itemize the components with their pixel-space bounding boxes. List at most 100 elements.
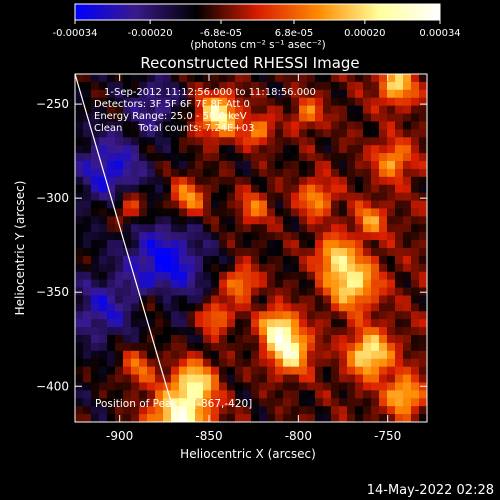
heatmap-pixel [123,224,132,233]
heatmap-pixel [91,168,100,178]
heatmap-pixel [123,145,132,154]
heatmap-pixel [139,192,148,201]
heatmap-pixel [75,232,84,241]
heatmap-pixel [259,137,268,146]
heatmap-pixel [315,303,324,312]
heatmap-pixel [323,192,332,201]
heatmap-pixel [99,113,108,122]
heatmap-pixel [99,153,108,162]
heatmap-pixel [315,248,324,257]
heatmap-pixel [355,232,364,241]
y-axis-label: Heliocentric Y (arcsec) [13,181,27,316]
heatmap-pixel [235,168,244,178]
x-tick-label: -900 [106,429,133,443]
heatmap-pixel [331,358,340,368]
heatmap-pixel [251,406,260,415]
heatmap-pixel [83,327,92,336]
heatmap-pixel [411,129,420,138]
heatmap-pixel [203,145,212,154]
heatmap-pixel [355,137,364,146]
heatmap-pixel [243,319,252,328]
heatmap-pixel [315,406,324,415]
heatmap-pixel [83,74,92,83]
heatmap-pixel [259,350,268,360]
heatmap-pixel [275,271,284,281]
heatmap-pixel [235,295,244,304]
heatmap-pixel [419,255,427,265]
heatmap-pixel [419,295,427,304]
heatmap-pixel [275,311,284,320]
heatmap-pixel [283,168,292,178]
heatmap-pixel [115,287,124,296]
heatmap-pixel [283,105,292,114]
heatmap-pixel [203,327,212,336]
heatmap-pixel [403,168,412,178]
heatmap-pixel [163,105,172,114]
heatmap-pixel [259,129,268,138]
heatmap-pixel [235,327,244,336]
heatmap-pixel [387,105,396,114]
heatmap-pixel [331,168,340,178]
heatmap-pixel [107,105,116,114]
heatmap-pixel [163,216,172,225]
heatmap-pixel [307,335,316,344]
heatmap-pixel [403,105,412,114]
heatmap-pixel [147,232,156,241]
heatmap-pixel [235,200,244,209]
heatmap-pixel [315,153,324,162]
heatmap-pixel [211,350,220,360]
heatmap-pixel [83,184,92,194]
heatmap-pixel [339,335,348,344]
heatmap-pixel [211,382,220,391]
heatmap-pixel [171,248,180,257]
heatmap-pixel [315,366,324,375]
heatmap-pixel [419,137,427,146]
heatmap-pixel [171,255,180,265]
heatmap-pixel [307,89,316,99]
heatmap-pixel [227,184,236,194]
heatmap-pixel [387,137,396,146]
heatmap-pixel [107,335,116,344]
heatmap-pixel [163,121,172,130]
heatmap-pixel [243,176,252,186]
heatmap-pixel [75,74,84,83]
heatmap-pixel [115,153,124,162]
heatmap-pixel [251,414,260,422]
heatmap-pixel [355,287,364,296]
heatmap-pixel [179,350,188,360]
info-line-energy: Energy Range: 25.0 - 50.0 keV [94,111,247,122]
heatmap-pixel [115,398,124,407]
heatmap-pixel [339,311,348,320]
heatmap-pixel [299,398,308,407]
heatmap-pixel [219,366,228,375]
heatmap-pixel [315,192,324,201]
heatmap-pixel [387,414,396,422]
heatmap-pixel [115,358,124,368]
heatmap-pixel [123,271,132,281]
heatmap-pixel [307,255,316,265]
heatmap-pixel [419,358,427,368]
heatmap-pixel [259,216,268,225]
heatmap-pixel [195,342,204,352]
heatmap-pixel [243,200,252,209]
heatmap-pixel [307,145,316,154]
heatmap-pixel [179,168,188,178]
heatmap-pixel [171,121,180,130]
heatmap-pixel [203,319,212,328]
heatmap-pixel [307,168,316,178]
heatmap-pixel [235,382,244,391]
heatmap-pixel [163,390,172,399]
heatmap-pixel [363,342,372,352]
heatmap-pixel [267,271,276,281]
heatmap-pixel [187,145,196,154]
heatmap-pixel [283,113,292,122]
heatmap-pixel [123,200,132,209]
heatmap-pixel [155,398,164,407]
heatmap-pixel [187,303,196,312]
heatmap-pixel [219,81,228,91]
heatmap-pixel [323,208,332,217]
heatmap-pixel [147,295,156,304]
heatmap-pixel [331,382,340,391]
heatmap-pixel [203,113,212,122]
heatmap-pixel [235,192,244,201]
